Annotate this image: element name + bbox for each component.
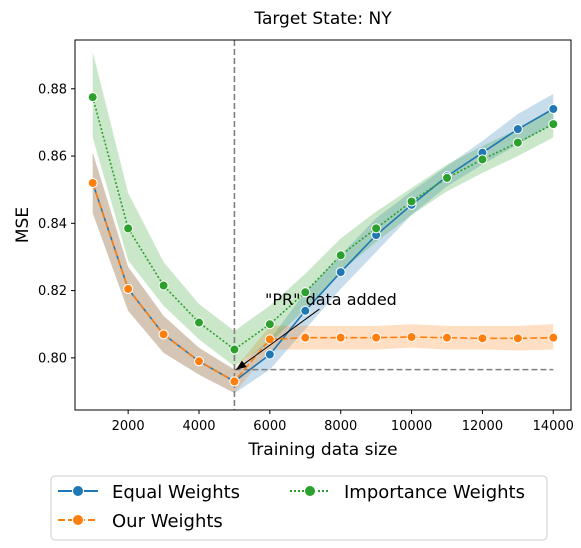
- y-tick-label: 0.86: [38, 150, 67, 165]
- point-importance-weights: [477, 154, 488, 165]
- annotation-arrow: [235, 308, 320, 371]
- legend-item-our-weights: Our Weights: [58, 511, 223, 532]
- point-importance-weights: [512, 137, 523, 148]
- point-our-weights: [335, 332, 346, 343]
- legend-label-importance-weights: Importance Weights: [344, 482, 525, 503]
- band-equal-weights: [92, 93, 554, 394]
- y-tick-label: 0.80: [38, 351, 67, 366]
- point-equal-weights: [512, 124, 523, 135]
- y-tick-label: 0.84: [38, 217, 67, 232]
- plot-frame: [74, 39, 572, 411]
- point-our-weights: [87, 177, 98, 188]
- legend-marker-importance-weights: [304, 485, 316, 497]
- annotation-text: "PR" data added: [265, 290, 397, 309]
- point-our-weights: [194, 356, 204, 367]
- legend-item-equal-weights: Equal Weights: [58, 482, 240, 503]
- legend-label-equal-weights: Equal Weights: [112, 482, 240, 503]
- point-importance-weights: [442, 172, 452, 183]
- x-axis-ticks: 2000 4000 6000 8000 10000 12000 14000: [112, 410, 574, 434]
- y-axis-ticks: 0.80 0.82 0.84 0.86 0.88: [38, 82, 75, 366]
- y-axis-label: MSE: [13, 207, 33, 243]
- point-importance-weights: [87, 92, 98, 103]
- confidence-bands: [92, 51, 554, 394]
- legend-marker-equal-weights: [72, 485, 84, 497]
- y-tick-label: 0.82: [38, 284, 67, 299]
- y-tick-label: 0.88: [38, 82, 67, 97]
- legend-marker-our-weights: [72, 514, 84, 526]
- x-tick-label: 14000: [533, 419, 574, 434]
- x-tick-label: 4000: [182, 419, 215, 434]
- point-our-weights: [229, 376, 240, 387]
- point-our-weights: [442, 332, 452, 343]
- legend-box: [50, 475, 548, 541]
- point-equal-weights: [264, 349, 275, 360]
- x-tick-label: 12000: [462, 419, 503, 434]
- point-our-weights: [264, 334, 275, 345]
- point-importance-weights: [406, 196, 417, 207]
- line-our-weights: [91, 182, 554, 383]
- point-our-weights: [477, 333, 488, 344]
- point-importance-weights: [123, 223, 134, 234]
- point-importance-weights: [335, 250, 346, 261]
- point-our-weights: [512, 333, 523, 344]
- point-our-weights: [548, 332, 559, 343]
- legend-item-importance-weights: Importance Weights: [290, 482, 525, 503]
- point-importance-weights: [371, 223, 382, 234]
- point-equal-weights: [300, 305, 311, 316]
- point-our-weights: [406, 332, 417, 343]
- point-equal-weights: [548, 103, 559, 114]
- point-importance-weights: [300, 287, 311, 298]
- chart-title: Target State: NY: [253, 9, 392, 29]
- legend: Equal Weights Our Weights Importance Wei…: [50, 475, 548, 541]
- point-our-weights: [123, 283, 134, 294]
- point-importance-weights: [194, 317, 204, 328]
- point-importance-weights: [264, 319, 275, 330]
- x-tick-label: 6000: [253, 419, 286, 434]
- point-importance-weights: [229, 344, 240, 355]
- band-our-weights: [92, 152, 554, 394]
- series-lines: [91, 96, 554, 383]
- line-importance-weights: [91, 96, 554, 351]
- point-our-weights: [371, 332, 382, 343]
- point-importance-weights: [158, 280, 169, 291]
- legend-label-our-weights: Our Weights: [112, 511, 223, 532]
- annotation-arrowhead: [236, 360, 247, 370]
- annotation: "PR" data added: [235, 290, 397, 371]
- point-equal-weights: [335, 267, 346, 278]
- x-axis-label: Training data size: [247, 440, 397, 460]
- x-tick-label: 8000: [324, 419, 357, 434]
- point-our-weights: [300, 332, 311, 343]
- x-tick-label: 10000: [391, 419, 432, 434]
- point-our-weights: [158, 329, 169, 340]
- x-tick-label: 2000: [112, 419, 145, 434]
- series-markers: [87, 92, 559, 387]
- point-importance-weights: [548, 119, 559, 130]
